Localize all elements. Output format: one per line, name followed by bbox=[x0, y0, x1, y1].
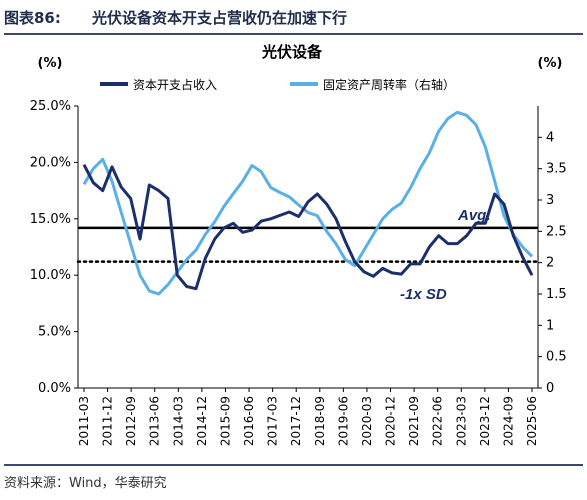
x-tick-label: 2022-06 bbox=[431, 396, 445, 446]
right-tick-label: 4 bbox=[546, 130, 554, 145]
x-tick-label: 2020-03 bbox=[360, 396, 374, 446]
chart-title: 光伏设备 bbox=[261, 43, 323, 61]
x-tick-label: 2018-09 bbox=[313, 396, 327, 446]
right-tick-label: 0 bbox=[546, 381, 554, 396]
x-tick-label: 2017-03 bbox=[266, 396, 280, 446]
left-tick-label: 0.0% bbox=[38, 381, 71, 396]
legend-label-capex: 资本开支占收入 bbox=[133, 77, 217, 92]
left-tick-label: 20.0% bbox=[30, 155, 71, 170]
x-tick-label: 2012-09 bbox=[124, 396, 138, 446]
left-tick-label: 25.0% bbox=[30, 99, 71, 114]
series-line-capex-ratio bbox=[82, 164, 534, 291]
series-lines bbox=[82, 110, 534, 296]
x-tick-label: 2019-06 bbox=[336, 396, 350, 446]
x-tick-label: 2024-09 bbox=[501, 396, 515, 446]
left-axis-unit: (%) bbox=[38, 56, 63, 71]
source-note: 资料来源：Wind，华泰研究 bbox=[4, 476, 167, 491]
right-tick-label: 2.5 bbox=[546, 224, 567, 239]
x-tick-label: 2021-09 bbox=[407, 396, 421, 446]
avg-annotation: Avg. bbox=[457, 207, 491, 224]
left-tick-label: 10.0% bbox=[30, 268, 71, 283]
header-divider bbox=[4, 33, 583, 35]
x-tick-label: 2011-03 bbox=[77, 396, 91, 446]
x-tick-label: 2015-09 bbox=[218, 396, 232, 446]
x-tick-label: 2023-03 bbox=[454, 396, 468, 446]
x-tick-label: 2016-06 bbox=[242, 396, 256, 446]
left-tick-label: 15.0% bbox=[30, 212, 71, 227]
right-axis-unit: (%) bbox=[538, 56, 563, 71]
x-tick-label: 2017-12 bbox=[289, 396, 303, 446]
sd-annotation: -1x SD bbox=[400, 286, 447, 303]
figure-number: 图表86: bbox=[4, 9, 61, 27]
right-tick-label: 2 bbox=[546, 256, 554, 271]
axes: 0.0% 5.0% 10.0% 15.0% 20.0% 25.0% 0 0.5 1 1.5 2 2.5… bbox=[30, 99, 567, 446]
series-line-fixed-asset-turnover bbox=[82, 110, 534, 296]
reference-lines bbox=[76, 226, 540, 263]
legend: 资本开支占收入 固定资产周转率（右轴） bbox=[100, 77, 455, 92]
right-tick-label: 1 bbox=[546, 318, 554, 333]
legend-label-turnover: 固定资产周转率（右轴） bbox=[323, 77, 455, 92]
figure-title: 光伏设备资本开支占营收仍在加速下行 bbox=[92, 9, 348, 27]
right-tick-label: 0.5 bbox=[546, 350, 567, 365]
x-tick-label: 2013-06 bbox=[148, 396, 162, 446]
x-tick-label: 2020-12 bbox=[384, 396, 398, 446]
x-tick-label: 2014-03 bbox=[171, 396, 185, 446]
figure-header: 图表86: 光伏设备资本开支占营收仍在加速下行 bbox=[0, 0, 587, 35]
x-tick-label: 2011-12 bbox=[101, 396, 115, 446]
x-tick-label: 2025-06 bbox=[525, 396, 539, 446]
footer-divider bbox=[4, 464, 583, 466]
right-tick-label: 3.5 bbox=[546, 162, 567, 177]
x-tick-label: 2014-12 bbox=[195, 396, 209, 446]
x-tick-label: 2023-12 bbox=[478, 396, 492, 446]
right-tick-label: 3 bbox=[546, 193, 554, 208]
right-tick-label: 1.5 bbox=[546, 287, 567, 302]
figure-footer: 资料来源：Wind，华泰研究 bbox=[0, 462, 587, 500]
left-tick-label: 5.0% bbox=[38, 325, 71, 340]
chart: 光伏设备 (%) (%) 资本开支占收入 固定资产周转率（右轴） 0.0% 5.0… bbox=[30, 43, 567, 446]
